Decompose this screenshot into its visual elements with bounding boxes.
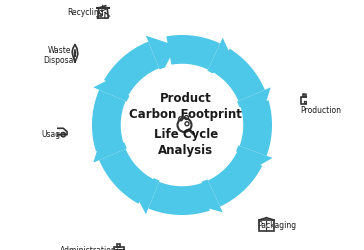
Polygon shape bbox=[93, 73, 131, 104]
Bar bbox=[259, 220, 274, 230]
Polygon shape bbox=[192, 175, 223, 212]
Polygon shape bbox=[104, 42, 159, 94]
Bar bbox=[114, 247, 124, 250]
Polygon shape bbox=[233, 87, 271, 118]
Bar bbox=[311, 101, 313, 103]
Text: Packaging: Packaging bbox=[257, 221, 296, 230]
Text: Waste
Disposal: Waste Disposal bbox=[44, 46, 76, 65]
Polygon shape bbox=[148, 182, 210, 215]
Polygon shape bbox=[205, 38, 236, 75]
Polygon shape bbox=[214, 49, 265, 101]
Bar bbox=[301, 97, 314, 104]
Text: Administration/
Distribution: Administration/ Distribution bbox=[60, 246, 120, 250]
Polygon shape bbox=[166, 35, 220, 70]
Polygon shape bbox=[92, 90, 126, 151]
Bar bbox=[117, 244, 120, 247]
Polygon shape bbox=[208, 153, 262, 206]
Text: Life Cycle
Analysis: Life Cycle Analysis bbox=[154, 128, 218, 157]
Circle shape bbox=[122, 65, 242, 185]
Polygon shape bbox=[93, 132, 131, 163]
Text: Production: Production bbox=[300, 106, 341, 115]
Polygon shape bbox=[234, 144, 273, 174]
Polygon shape bbox=[131, 176, 161, 214]
Bar bbox=[308, 101, 310, 103]
Text: Usage: Usage bbox=[41, 130, 65, 140]
Polygon shape bbox=[146, 36, 176, 74]
Bar bbox=[304, 101, 306, 103]
Polygon shape bbox=[240, 100, 272, 156]
Text: Recycling: Recycling bbox=[67, 8, 104, 16]
Polygon shape bbox=[99, 149, 152, 204]
Text: Product
Carbon Footprint: Product Carbon Footprint bbox=[129, 92, 242, 121]
